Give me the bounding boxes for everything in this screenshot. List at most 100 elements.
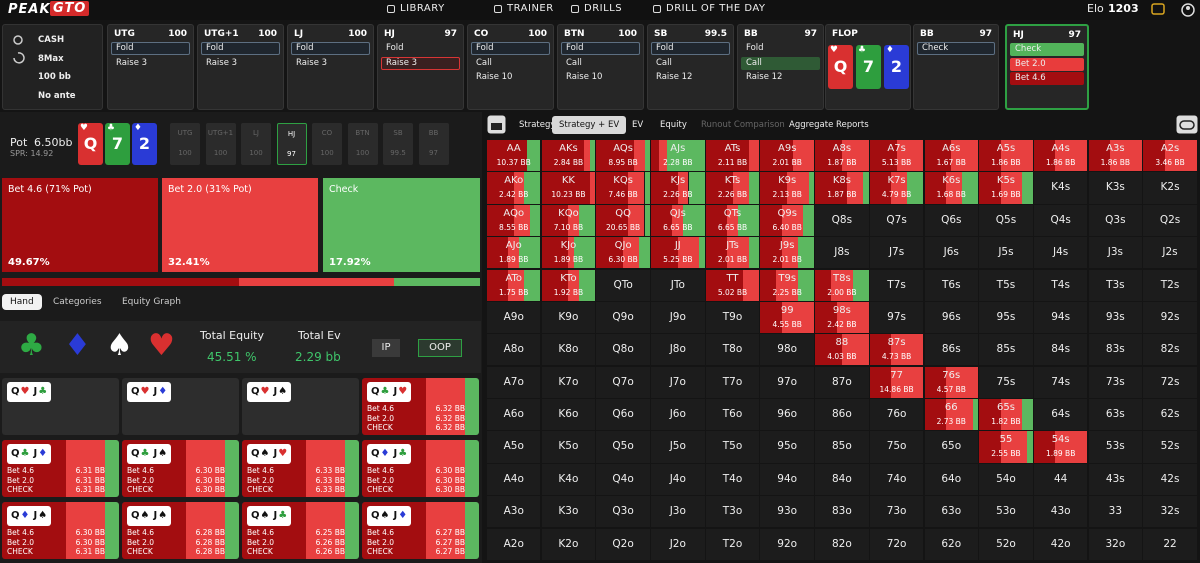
position-card[interactable]: HJ 97 Check Bet 2.0 Bet 4.6 xyxy=(1005,24,1089,110)
hand-cell[interactable]: K2o xyxy=(541,528,596,560)
hand-cell[interactable]: 97o xyxy=(760,366,814,398)
hand-cell[interactable]: JJ 5.25 BB xyxy=(651,237,705,269)
hand-cell[interactable]: T5s xyxy=(979,269,1033,301)
position-action[interactable]: Call xyxy=(566,57,582,68)
position-action[interactable]: Raise 3 xyxy=(116,57,148,68)
hand-cell[interactable]: J8o xyxy=(651,334,705,366)
hand-cell[interactable]: 54s 1.89 BB xyxy=(1033,431,1088,463)
hand-cell[interactable]: 95s xyxy=(979,301,1033,334)
action-box[interactable]: Bet 4.6 (71% Pot) 49.67% xyxy=(2,178,158,272)
position-action[interactable]: Bet 4.6 xyxy=(1010,72,1084,85)
gamepad-icon[interactable] xyxy=(1176,115,1198,134)
hand-cell[interactable]: 72o xyxy=(869,528,924,560)
hand-cell[interactable]: Q3o xyxy=(596,496,650,528)
hand-cell[interactable]: ATo 1.75 BB xyxy=(487,269,541,301)
hand-cell[interactable]: 54o xyxy=(979,463,1033,496)
hand-cell[interactable]: 74o xyxy=(869,463,924,496)
position-action[interactable]: Raise 10 xyxy=(476,72,513,82)
hand-cell[interactable]: Q5s xyxy=(979,204,1033,236)
hand-cell[interactable]: 96s xyxy=(924,301,979,334)
hand-cell[interactable]: 43s xyxy=(1088,463,1143,496)
position-card[interactable]: CO 100 Fold Call Raise 10 xyxy=(467,24,554,110)
hand-cell[interactable]: KQo 7.10 BB xyxy=(541,204,596,236)
combo-box[interactable]: Q ♥ J ♣ xyxy=(2,378,119,435)
hand-cell[interactable]: T3o xyxy=(705,496,760,528)
hand-cell[interactable]: A5s 1.86 BB xyxy=(979,140,1033,172)
hand-cell[interactable]: AJo 1.89 BB xyxy=(487,237,541,269)
hand-cell[interactable]: J2o xyxy=(651,528,705,560)
hand-cell[interactable]: 82s xyxy=(1143,334,1197,366)
hand-cell[interactable]: J5o xyxy=(651,431,705,463)
strategy-tab[interactable]: EV xyxy=(632,120,644,130)
hand-cell[interactable]: K6s 1.68 BB xyxy=(924,172,979,204)
hand-cell[interactable]: 32s xyxy=(1143,496,1197,528)
combo-box[interactable]: Q ♠ J ♠ Bet 4.6 6.28 BB Bet 2.0 6.28 BB CHECK 6.2… xyxy=(122,502,239,559)
hand-cell[interactable]: K9s 2.13 BB xyxy=(760,172,814,204)
hand-cell[interactable]: 87s 4.73 BB xyxy=(869,334,924,366)
oop-button[interactable]: OOP xyxy=(418,339,462,357)
nav-item[interactable]: DRILL OF THE DAY xyxy=(666,3,766,14)
position-action[interactable]: Bet 2.0 xyxy=(1010,57,1084,71)
hand-cell[interactable]: J3o xyxy=(651,496,705,528)
hand-cell[interactable]: AKo 2.42 BB xyxy=(487,172,541,204)
hand-cell[interactable]: J2s xyxy=(1143,237,1197,269)
hand-cell[interactable]: T4s xyxy=(1033,269,1088,301)
strategy-tab[interactable]: Aggregate Reports xyxy=(789,120,869,130)
combo-box[interactable]: Q ♦ J ♠ Bet 4.6 6.30 BB Bet 2.0 6.30 BB CHECK 6.3… xyxy=(2,502,119,559)
hand-cell[interactable]: KJo 1.89 BB xyxy=(541,237,596,269)
hand-cell[interactable]: ATs 2.11 BB xyxy=(705,140,760,172)
hand-cell[interactable]: 74s xyxy=(1033,366,1088,398)
position-card[interactable]: HJ 97 Fold Raise 3 xyxy=(377,24,464,110)
hand-cell[interactable]: KTo 1.92 BB xyxy=(541,269,596,301)
position-action[interactable]: Raise 12 xyxy=(746,72,783,82)
hand-cell[interactable]: KJs 2.26 BB xyxy=(651,172,705,204)
hand-cell[interactable]: 33 xyxy=(1088,496,1143,528)
position-action[interactable]: Fold xyxy=(386,43,404,53)
hand-cell[interactable]: 64o xyxy=(924,463,979,496)
position-action[interactable]: Fold xyxy=(111,42,190,55)
hand-cell[interactable]: T2s xyxy=(1143,269,1197,301)
hand-cell[interactable]: A6s 1.67 BB xyxy=(924,140,979,172)
hand-cell[interactable]: Q3s xyxy=(1088,204,1143,236)
position-action[interactable]: Call xyxy=(656,57,672,68)
position-action[interactable]: Fold xyxy=(651,42,730,55)
hand-cell[interactable]: 76s 4.57 BB xyxy=(924,366,979,398)
hand-cell[interactable]: K3s xyxy=(1088,172,1143,204)
hand-cell[interactable]: 92s xyxy=(1143,301,1197,334)
position-action[interactable]: Fold xyxy=(291,42,370,55)
left-tab[interactable]: Equity Graph xyxy=(122,297,181,307)
hand-cell[interactable]: 42o xyxy=(1033,528,1088,560)
hand-cell[interactable]: J6s xyxy=(924,237,979,269)
hand-cell[interactable]: 83o xyxy=(815,496,869,528)
hand-cell[interactable]: QJs 6.65 BB xyxy=(651,204,705,236)
hand-cell[interactable]: A3o xyxy=(487,496,541,528)
position-action[interactable]: Call xyxy=(476,57,492,68)
hand-cell[interactable]: AQo 8.55 BB xyxy=(487,204,541,236)
nav-item[interactable]: DRILLS xyxy=(584,3,623,14)
hand-cell[interactable]: A8o xyxy=(487,334,541,366)
position-card[interactable]: UTG+1 100 Fold Raise 3 xyxy=(197,24,284,110)
hand-cell[interactable]: 85o xyxy=(815,431,869,463)
hand-cell[interactable]: 94s xyxy=(1033,301,1088,334)
hand-cell[interactable]: K5o xyxy=(541,431,596,463)
hand-cell[interactable]: QTo xyxy=(596,269,650,301)
action-box[interactable]: Bet 2.0 (31% Pot) 32.41% xyxy=(162,178,318,272)
hand-cell[interactable]: 22 xyxy=(1143,528,1197,560)
nav-item[interactable]: LIBRARY xyxy=(400,3,445,14)
hand-cell[interactable]: 53o xyxy=(979,496,1033,528)
hand-cell[interactable]: 75s xyxy=(979,366,1033,398)
hand-cell[interactable]: J9o xyxy=(651,301,705,334)
hand-cell[interactable]: 64s xyxy=(1033,399,1088,431)
hand-cell[interactable]: T8s 2.00 BB xyxy=(815,269,869,301)
hand-cell[interactable]: A4s 1.86 BB xyxy=(1033,140,1088,172)
hand-cell[interactable]: QJo 6.30 BB xyxy=(596,237,650,269)
hand-cell[interactable]: 55 2.55 BB xyxy=(979,431,1033,463)
hand-cell[interactable]: 94o xyxy=(760,463,814,496)
hand-cell[interactable]: 88 4.03 BB xyxy=(815,334,869,366)
position-action[interactable]: Call xyxy=(741,56,820,70)
combo-box[interactable]: Q ♣ J ♦ Bet 4.6 6.31 BB Bet 2.0 6.31 BB CHECK 6.3… xyxy=(2,440,119,497)
hand-cell[interactable]: J7s xyxy=(869,237,924,269)
hand-cell[interactable]: 83s xyxy=(1088,334,1143,366)
hand-cell[interactable]: 95o xyxy=(760,431,814,463)
hand-cell[interactable]: 42s xyxy=(1143,463,1197,496)
